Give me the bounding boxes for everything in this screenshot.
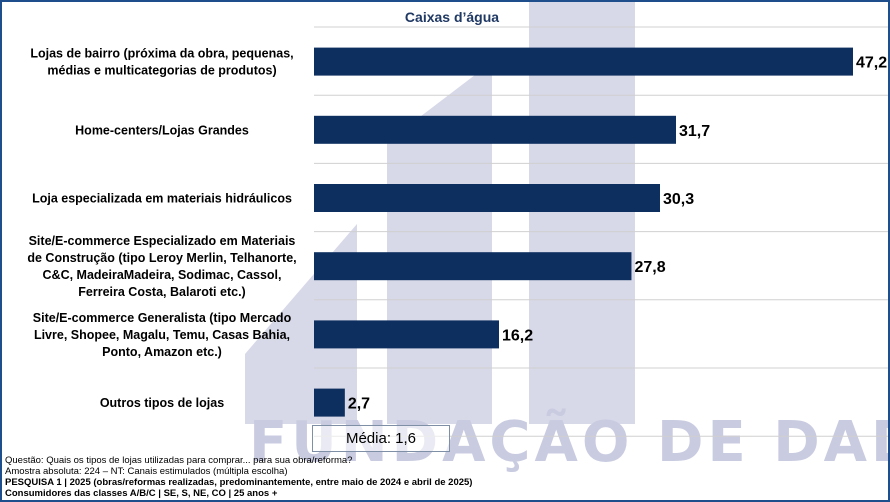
category-label-line: Site/E-commerce Especializado em Materia… <box>29 234 296 248</box>
bar <box>314 47 853 76</box>
category-label: Site/E-commerce Generalista (tipo Mercad… <box>33 311 292 359</box>
bar <box>314 388 345 417</box>
category-labels: Lojas de bairro (próxima da obra, pequen… <box>27 47 296 411</box>
category-label-line: Ferreira Costa, Balaroti etc.) <box>78 285 245 299</box>
chart-title: Caixas d’água <box>405 9 499 25</box>
footnote-sample: Amostra absoluta: 224 – NT: Canais estim… <box>5 466 288 477</box>
value-label: 27,8 <box>634 259 665 276</box>
footnote-question: Questão: Quais os tipos de lojas utiliza… <box>5 455 353 466</box>
category-label-line: médias e multicategorias de produtos) <box>47 64 276 78</box>
category-label: Lojas de bairro (próxima da obra, pequen… <box>30 47 293 78</box>
category-label-line: C&C, MadeiraMadeira, Sodimac, Cassol, <box>43 268 282 282</box>
footnote-audience: Consumidores das classes A/B/C | SE, S, … <box>5 488 278 499</box>
value-label: 2,7 <box>348 396 370 413</box>
value-label: 47,2 <box>856 55 887 72</box>
bar <box>314 115 676 144</box>
category-label-line: Outros tipos de lojas <box>100 396 224 410</box>
category-label-line: Livre, Shopee, Magalu, Temu, Casas Bahia… <box>34 328 290 342</box>
footnote-survey: PESQUISA 1 | 2025 (obras/reformas realiz… <box>5 477 473 488</box>
gridlines <box>314 26 888 437</box>
category-label: Outros tipos de lojas <box>100 396 224 410</box>
category-label-line: de Construção (tipo Leroy Merlin, Telhan… <box>27 251 296 265</box>
value-label: 31,7 <box>679 123 710 140</box>
bar <box>314 184 661 212</box>
footnotes: Questão: Quais os tipos de lojas utiliza… <box>5 455 705 499</box>
value-label: 16,2 <box>502 327 533 344</box>
category-label-line: Loja especializada em materiais hidráuli… <box>32 192 292 206</box>
value-label: 30,3 <box>663 191 694 208</box>
category-label: Site/E-commerce Especializado em Materia… <box>27 234 296 299</box>
category-label: Home-centers/Lojas Grandes <box>75 123 249 137</box>
category-label-line: Lojas de bairro (próxima da obra, pequen… <box>30 47 293 61</box>
value-labels: 47,2 31,7 30,3 27,8 16,2 2,7 <box>348 55 887 413</box>
category-label-line: Site/E-commerce Generalista (tipo Mercad… <box>33 311 292 325</box>
category-label-line: Home-centers/Lojas Grandes <box>75 123 249 137</box>
bar <box>314 320 499 349</box>
bars <box>314 47 853 417</box>
category-label: Loja especializada em materiais hidráuli… <box>32 192 292 206</box>
bar <box>314 252 632 281</box>
watermark-shape-right <box>529 2 635 424</box>
average-box: Média: 1,6 <box>312 425 450 452</box>
category-label-line: Ponto, Amazon etc.) <box>102 345 222 359</box>
